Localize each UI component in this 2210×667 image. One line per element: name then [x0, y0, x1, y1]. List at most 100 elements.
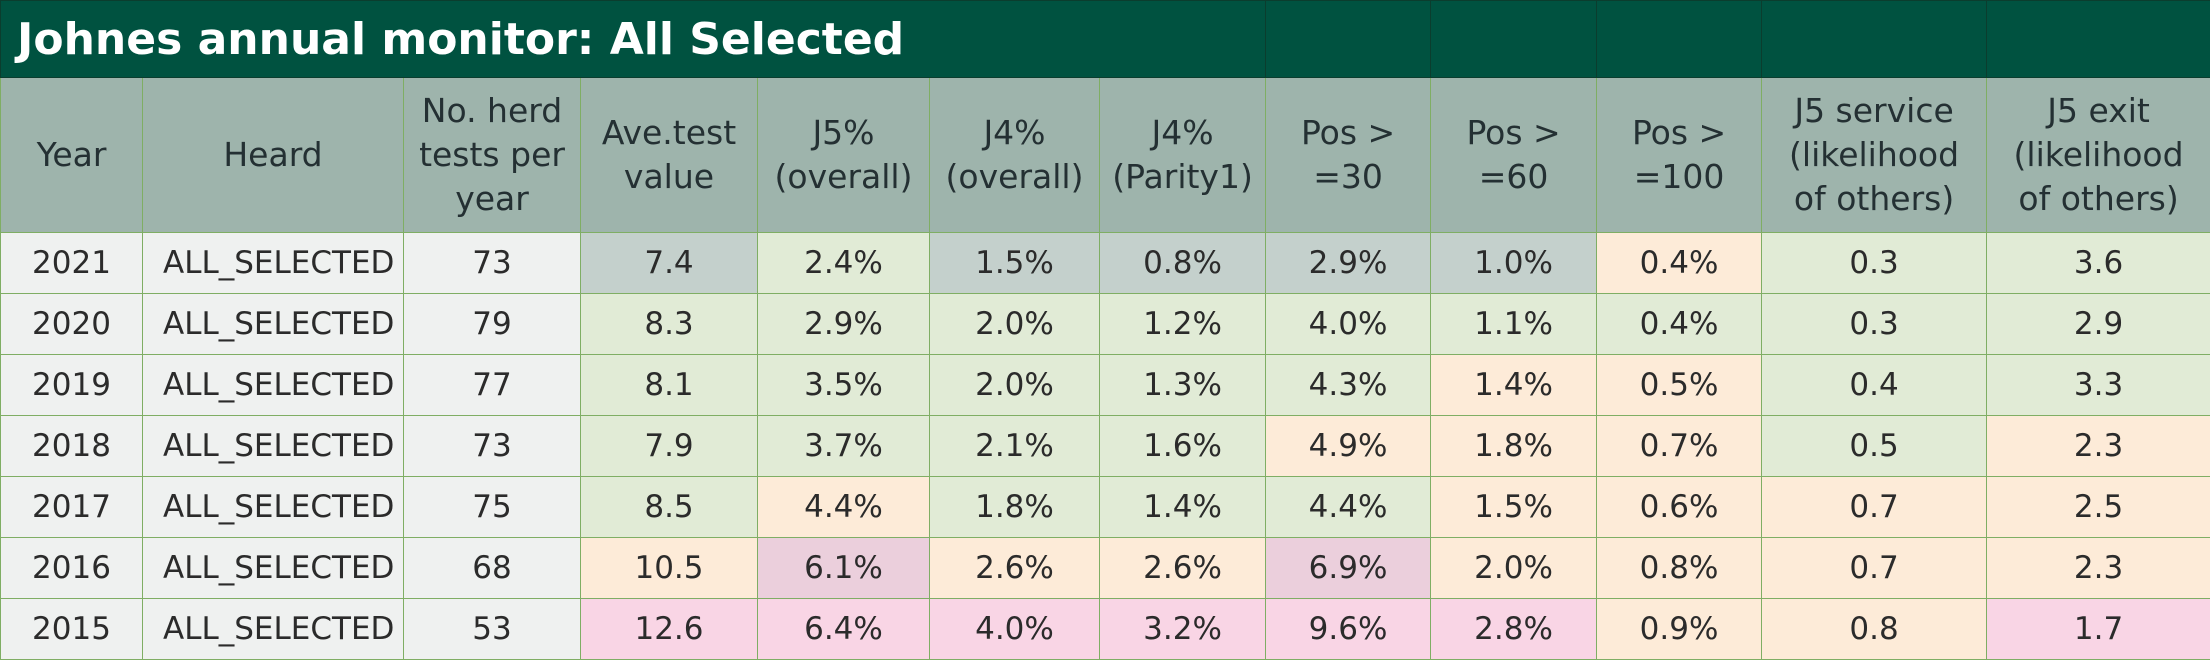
title-filler-cell: [1430, 0, 1598, 78]
cell-pos-30: 2.9%: [1265, 232, 1432, 294]
cell-j4-parity1: 1.6%: [1098, 415, 1267, 477]
header-line: J4%: [1151, 113, 1214, 152]
cell-pos-100: 0.5%: [1596, 354, 1763, 416]
cell-j5-exit: 2.3: [1986, 537, 2210, 599]
cell-year: 2018: [0, 415, 143, 477]
cell-ave-test-value: 7.4: [580, 232, 758, 294]
cell-pos-30: 6.9%: [1265, 537, 1432, 599]
header-line: Pos >: [1631, 113, 1727, 152]
cell-heard: ALL_SELECTED: [142, 293, 404, 355]
cell-herd-tests: 68: [403, 537, 581, 599]
cell-j4-overall: 2.1%: [929, 415, 1100, 477]
cell-j5-exit: 2.5: [1986, 476, 2210, 538]
table-title: Johnes annual monitor: All Selected: [0, 0, 1267, 78]
table-body: 2021 ALL_SELECTED 73 7.4 2.4% 1.5% 0.8% 2.9% 1.0…: [0, 232, 2210, 660]
table-row: 2019 ALL_SELECTED 77 8.1 3.5% 2.0% 1.3% 4.3% 1.4…: [0, 354, 2210, 416]
column-header-herd-tests: No. herd tests per year: [403, 77, 581, 233]
header-line: J5 service: [1794, 91, 1954, 130]
header-line: value: [623, 157, 715, 196]
cell-pos-60: 1.4%: [1430, 354, 1598, 416]
cell-ave-test-value: 12.6: [580, 598, 758, 660]
cell-heard: ALL_SELECTED: [142, 537, 404, 599]
column-header-year: Year: [0, 77, 143, 233]
column-header-pos-100: Pos > =100: [1596, 77, 1763, 233]
title-row: Johnes annual monitor: All Selected: [0, 0, 2210, 78]
cell-pos-100: 0.8%: [1596, 537, 1763, 599]
title-filler-cell: [1986, 0, 2210, 78]
header-line: of others): [2018, 179, 2179, 218]
column-header-ave-test-value: Ave.test value: [580, 77, 758, 233]
cell-j4-parity1: 2.6%: [1098, 537, 1267, 599]
cell-j5-exit: 1.7: [1986, 598, 2210, 660]
header-line: Heard: [223, 135, 323, 174]
cell-j5-service: 0.8: [1761, 598, 1988, 660]
cell-j5-overall: 2.9%: [757, 293, 930, 355]
column-header-j5-exit: J5 exit (likelihood of others): [1986, 77, 2210, 233]
cell-pos-100: 0.4%: [1596, 232, 1763, 294]
cell-j4-overall: 4.0%: [929, 598, 1100, 660]
header-line: (likelihood: [1789, 135, 1960, 174]
cell-j4-overall: 1.5%: [929, 232, 1100, 294]
cell-year: 2015: [0, 598, 143, 660]
column-header-row: Year Heard No. herd tests per year Ave.test va…: [0, 77, 2210, 233]
table-row: 2017 ALL_SELECTED 75 8.5 4.4% 1.8% 1.4% 4.4% 1.5…: [0, 476, 2210, 538]
header-line: (likelihood: [2013, 135, 2184, 174]
cell-pos-30: 4.9%: [1265, 415, 1432, 477]
cell-j5-overall: 6.4%: [757, 598, 930, 660]
header-line: (overall): [945, 157, 1084, 196]
cell-heard: ALL_SELECTED: [142, 476, 404, 538]
cell-j5-exit: 3.3: [1986, 354, 2210, 416]
cell-pos-100: 0.4%: [1596, 293, 1763, 355]
cell-j5-overall: 2.4%: [757, 232, 930, 294]
cell-j4-parity1: 1.4%: [1098, 476, 1267, 538]
cell-pos-100: 0.9%: [1596, 598, 1763, 660]
header-line: =30: [1313, 157, 1383, 196]
cell-j5-exit: 3.6: [1986, 232, 2210, 294]
cell-ave-test-value: 8.5: [580, 476, 758, 538]
table-row: 2015 ALL_SELECTED 53 12.6 6.4% 4.0% 3.2% 9.6% 2.…: [0, 598, 2210, 660]
cell-j4-overall: 2.6%: [929, 537, 1100, 599]
column-header-pos-60: Pos > =60: [1430, 77, 1598, 233]
table-row: 2016 ALL_SELECTED 68 10.5 6.1% 2.6% 2.6% 6.9% 2.…: [0, 537, 2210, 599]
cell-year: 2016: [0, 537, 143, 599]
header-line: J5 exit: [2047, 91, 2150, 130]
cell-j4-overall: 1.8%: [929, 476, 1100, 538]
cell-pos-100: 0.7%: [1596, 415, 1763, 477]
cell-heard: ALL_SELECTED: [142, 232, 404, 294]
header-line: J5%: [812, 113, 875, 152]
column-header-j5-overall: J5% (overall): [757, 77, 930, 233]
cell-herd-tests: 73: [403, 232, 581, 294]
cell-j4-parity1: 1.3%: [1098, 354, 1267, 416]
cell-j5-service: 0.5: [1761, 415, 1988, 477]
cell-pos-30: 4.0%: [1265, 293, 1432, 355]
title-filler-cell: [1596, 0, 1763, 78]
cell-pos-30: 4.4%: [1265, 476, 1432, 538]
cell-heard: ALL_SELECTED: [142, 415, 404, 477]
cell-year: 2019: [0, 354, 143, 416]
header-line: year: [455, 179, 529, 218]
header-line: =100: [1633, 157, 1725, 196]
cell-pos-60: 1.0%: [1430, 232, 1598, 294]
cell-j4-parity1: 3.2%: [1098, 598, 1267, 660]
header-line: Pos >: [1300, 113, 1396, 152]
cell-pos-60: 1.5%: [1430, 476, 1598, 538]
cell-herd-tests: 77: [403, 354, 581, 416]
cell-j4-parity1: 0.8%: [1098, 232, 1267, 294]
cell-j5-service: 0.4: [1761, 354, 1988, 416]
header-line: of others): [1793, 179, 1955, 218]
cell-j5-overall: 3.5%: [757, 354, 930, 416]
column-header-pos-30: Pos > =30: [1265, 77, 1432, 233]
cell-j5-overall: 4.4%: [757, 476, 930, 538]
header-line: (overall): [774, 157, 913, 196]
cell-herd-tests: 75: [403, 476, 581, 538]
cell-pos-100: 0.6%: [1596, 476, 1763, 538]
cell-j5-service: 0.3: [1761, 293, 1988, 355]
header-line: Pos >: [1466, 113, 1561, 152]
column-header-heard: Heard: [142, 77, 404, 233]
cell-herd-tests: 53: [403, 598, 581, 660]
table-row: 2021 ALL_SELECTED 73 7.4 2.4% 1.5% 0.8% 2.9% 1.0…: [0, 232, 2210, 294]
header-line: Year: [36, 135, 107, 174]
cell-ave-test-value: 10.5: [580, 537, 758, 599]
cell-heard: ALL_SELECTED: [142, 354, 404, 416]
cell-j5-service: 0.3: [1761, 232, 1988, 294]
